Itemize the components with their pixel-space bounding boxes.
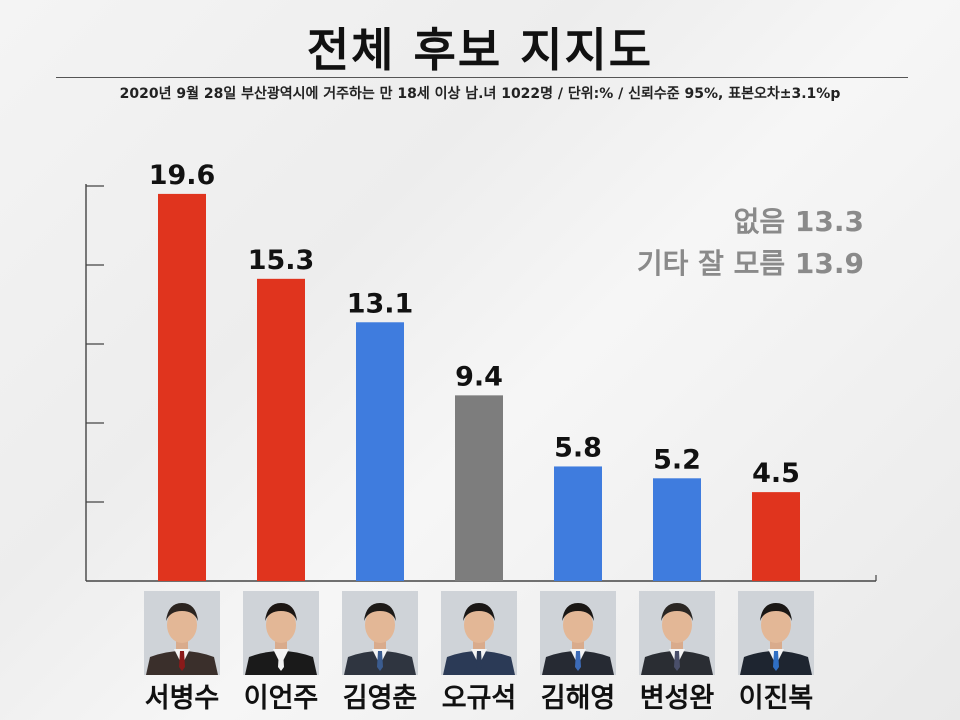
candidate-name: 김영춘 — [342, 683, 418, 714]
bar-value-label: 19.6 — [149, 160, 216, 191]
candidate-name: 이언주 — [243, 683, 319, 714]
candidate-photo — [243, 591, 319, 675]
note-other-unknown: 기타 잘 모름 13.9 — [636, 247, 864, 280]
portrait-icon — [441, 591, 517, 675]
bar-value-label: 13.1 — [347, 288, 414, 319]
candidate-photo — [441, 591, 517, 675]
bar-1 — [158, 193, 206, 581]
chart-title: 전체 후보 지지도 — [306, 23, 654, 77]
portrait-icon — [639, 591, 715, 675]
bar-6 — [653, 478, 701, 581]
candidate-name: 오규석 — [441, 683, 517, 714]
bar-value-label: 4.5 — [752, 458, 800, 489]
bar-7 — [752, 492, 800, 581]
portrait-icon — [144, 591, 220, 675]
candidate-photo — [342, 591, 418, 675]
survey-subtitle: 2020년 9월 28일 부산광역시에 거주하는 만 18세 이상 남.녀 10… — [119, 86, 841, 102]
bar-value-label: 9.4 — [455, 361, 503, 392]
candidate-photo — [738, 591, 814, 675]
bar-3 — [356, 322, 404, 581]
bar-value-label: 5.2 — [653, 444, 701, 475]
candidate-photo — [144, 591, 220, 675]
portrait-icon — [540, 591, 616, 675]
candidate-name: 김해영 — [540, 683, 616, 714]
bar-value-label: 5.8 — [554, 432, 602, 463]
bar-value-label: 15.3 — [248, 245, 315, 276]
candidate-name: 이진복 — [738, 683, 814, 714]
portrait-icon — [738, 591, 814, 675]
candidate-photo — [540, 591, 616, 675]
candidate-name: 변성완 — [639, 683, 715, 714]
portrait-icon — [243, 591, 319, 675]
portrait-icon — [342, 591, 418, 675]
bar-2 — [257, 278, 305, 581]
bar-4 — [455, 395, 503, 581]
title-divider — [56, 77, 908, 78]
candidate-name: 서병수 — [144, 683, 220, 714]
note-none: 없음 13.3 — [733, 205, 864, 238]
bar-5 — [554, 466, 602, 581]
candidate-photo — [639, 591, 715, 675]
